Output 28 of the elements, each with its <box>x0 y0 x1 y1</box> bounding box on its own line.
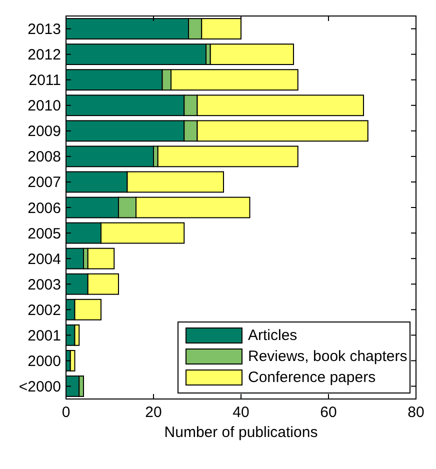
legend-label: Conference papers <box>248 369 376 386</box>
y-tick-label: 2005 <box>28 225 61 242</box>
x-tick-label: 20 <box>145 404 162 421</box>
y-tick-label: 2000 <box>28 352 61 370</box>
x-tick-label: 40 <box>232 404 250 421</box>
y-tick-label: 2009 <box>28 123 61 140</box>
y-tick-label: 2010 <box>28 98 61 115</box>
y-tick-label: 2007 <box>28 174 61 192</box>
y-tick-label: 2008 <box>28 148 61 166</box>
legend-label: Articles <box>248 327 298 344</box>
y-tick-label: 2012 <box>28 46 61 64</box>
bar <box>210 44 294 66</box>
y-tick-label: 2011 <box>28 72 61 90</box>
x-tick-label: 80 <box>408 404 424 421</box>
legend-label: Reviews, book chapters <box>248 348 408 365</box>
x-axis-title: Number of publications <box>164 424 318 441</box>
y-tick-label: 2001 <box>28 327 61 344</box>
y-tick-label: 2004 <box>28 250 61 268</box>
bar <box>70 350 76 372</box>
y-tick-label: <2000 <box>18 378 61 396</box>
x-tick-label: 60 <box>320 404 337 421</box>
y-tick-label: 2002 <box>28 302 61 319</box>
bar <box>87 248 115 270</box>
bar <box>157 146 298 168</box>
x-tick-label: 0 <box>62 404 70 421</box>
y-tick-label: 2006 <box>28 200 61 217</box>
y-tick-label: 2003 <box>28 276 61 294</box>
y-tick-label: 2013 <box>28 21 61 38</box>
